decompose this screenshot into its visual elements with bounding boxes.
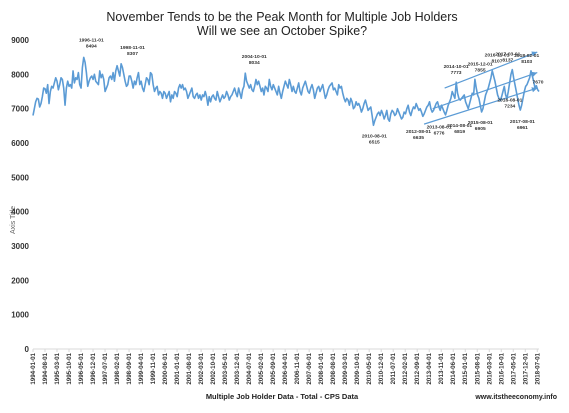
annotation-value: 6515 — [369, 139, 380, 145]
chart-title-line1: November Tends to be the Peak Month for … — [106, 10, 457, 24]
annotation-value: 7234 — [504, 104, 515, 110]
annotation-date: 2010-08-01 — [362, 133, 387, 139]
trendline — [444, 51, 538, 89]
annotation-value: 6905 — [475, 126, 486, 132]
y-axis-label: Axis Title — [10, 206, 17, 234]
x-tick-label: 1999-04-01 — [138, 352, 145, 384]
annotation-date: 2017-03-01 — [495, 52, 520, 58]
annotation-value: 6961 — [517, 125, 528, 131]
annotation-value: 8494 — [86, 43, 97, 49]
annotation-value: 8103 — [521, 59, 532, 65]
x-tick-label: 1995-10-01 — [66, 352, 73, 384]
x-tick-label: 2016-03-01 — [486, 352, 493, 384]
x-tick-label: 1998-09-01 — [126, 352, 133, 384]
annotation-date: 2016-08-01 — [497, 98, 522, 104]
annotation-value: 8307 — [127, 51, 138, 57]
x-tick-label: 1995-03-01 — [54, 352, 61, 384]
annotation-date: 1998-11-01 — [120, 45, 145, 51]
y-tick-label: 7000 — [11, 105, 29, 114]
x-tick-label: 2011-07-01 — [390, 352, 397, 384]
x-tick-label: 2012-09-01 — [414, 352, 421, 384]
annotation-value: 6776 — [434, 130, 445, 136]
x-tick-label: 2013-04-01 — [426, 352, 433, 384]
annotation-date: 2018-02-01 — [514, 53, 539, 59]
annotation-value: 8107 — [492, 59, 503, 65]
x-tick-label: 2018-07-01 — [534, 352, 541, 384]
x-tick-label: 1997-07-01 — [102, 352, 109, 384]
x-tick-label: 2001-08-01 — [186, 352, 193, 384]
trendline-arrowhead — [531, 51, 538, 57]
x-tick-label: 2007-06-01 — [306, 352, 313, 384]
annotation-date: 1996-11-01 — [79, 37, 104, 43]
y-tick-label: 0 — [25, 345, 30, 354]
x-tick-label: 2017-05-01 — [510, 352, 517, 384]
x-tick-label: 2008-08-01 — [330, 352, 337, 384]
y-tick-label: 6000 — [11, 139, 29, 148]
x-tick-label: 2013-11-01 — [438, 352, 445, 384]
annotation-date: 2004-10-01 — [242, 54, 267, 60]
annotation-date: 2013-08-01 — [427, 124, 452, 130]
source-credit: www.itstheeconomy.info — [474, 394, 557, 401]
y-tick-label: 2000 — [11, 276, 29, 285]
x-tick-label: 2009-03-01 — [342, 352, 349, 384]
annotation-value: 7670 — [533, 80, 544, 86]
x-tick-label: 2002-03-01 — [198, 352, 205, 384]
x-tick-label: 2002-10-01 — [210, 352, 217, 384]
x-tick-label: 1998-02-01 — [114, 352, 121, 384]
x-tick-label: 1994-08-01 — [42, 352, 49, 384]
x-tick-label: 2000-06-01 — [162, 352, 169, 384]
annotation-value: 6819 — [454, 129, 465, 135]
x-tick-label: 2005-09-01 — [270, 352, 277, 384]
annotation-value: 7773 — [451, 70, 462, 76]
annotation-value: 7855 — [475, 67, 486, 73]
x-tick-label: 1996-12-01 — [90, 352, 97, 384]
chart-title-line2: Will we see an October Spike? — [197, 24, 367, 38]
x-tick-label: 2015-08-01 — [474, 352, 481, 384]
y-axis-ticks: 0 1000 2000 3000 4000 5000 6000 7000 8000 9000 — [11, 36, 29, 354]
x-tick-label: 2003-05-01 — [222, 352, 229, 384]
x-tick-label: 2004-07-01 — [246, 352, 253, 384]
x-tick-label: 2009-10-01 — [354, 352, 361, 384]
x-tick-label: 2003-12-01 — [234, 352, 241, 384]
x-tick-label: 2017-12-01 — [522, 352, 529, 384]
x-tick-label: 2010-12-01 — [378, 352, 385, 384]
annotation-date: 2017-08-01 — [510, 119, 535, 125]
annotation-date: 2016-11-01 — [485, 53, 510, 59]
trendline — [432, 72, 538, 110]
series-line — [32, 56, 540, 127]
x-axis-ticks: 1994-01-01 1994-08-01 1995-03-01 1995-10-01… — [30, 349, 541, 385]
annotation-date: 2015-08-01 — [468, 120, 493, 126]
x-tick-label: 2008-01-01 — [318, 352, 325, 384]
x-tick-label: 2014-06-01 — [450, 352, 457, 384]
x-tick-label: 2012-02-01 — [402, 352, 409, 384]
annotation-date: 2014-10-01 — [444, 64, 469, 70]
annotation-date: 2014-08-01 — [447, 123, 472, 129]
y-tick-label: 9000 — [11, 36, 29, 45]
y-tick-label: 5000 — [11, 173, 29, 182]
annotation-date: 2012-08-01 — [406, 129, 431, 135]
x-tick-label: 2006-11-01 — [294, 352, 301, 384]
x-axis-label: Multiple Job Holder Data - Total - CPS D… — [206, 392, 359, 401]
x-tick-label: 2006-04-01 — [282, 352, 289, 384]
x-tick-label: 1996-05-01 — [78, 352, 85, 384]
x-tick-label: 2016-10-01 — [498, 352, 505, 384]
x-tick-label: 2010-05-01 — [366, 352, 373, 384]
x-tick-label: 2001-01-01 — [174, 352, 181, 384]
y-tick-label: 8000 — [11, 70, 29, 79]
annotation-value: 8137 — [502, 58, 513, 64]
y-tick-label: 1000 — [11, 311, 29, 320]
trendline-arrowhead — [531, 87, 538, 93]
x-tick-label: 2005-02-01 — [258, 352, 265, 384]
y-tick-label: 3000 — [11, 242, 29, 251]
x-tick-label: 1994-01-01 — [30, 352, 37, 384]
annotation-value: 8034 — [249, 60, 260, 66]
x-tick-label: 2015-01-01 — [462, 352, 469, 384]
x-tick-label: 1999-11-01 — [150, 352, 157, 384]
annotation-date: 2015-12-01 — [468, 61, 493, 67]
annotation-value: 6635 — [413, 135, 424, 141]
y-tick-label: 4000 — [11, 208, 29, 217]
